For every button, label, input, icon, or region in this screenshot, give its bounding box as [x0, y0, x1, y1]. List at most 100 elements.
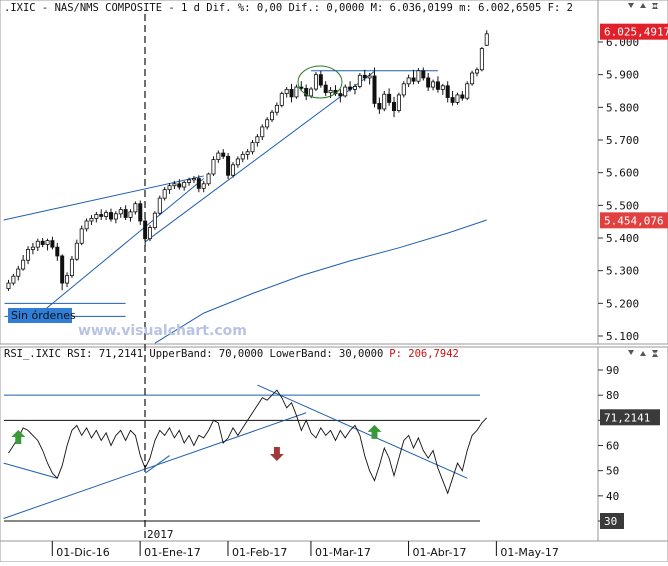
panel-maximize-icon[interactable]: [652, 350, 658, 357]
candle: [338, 89, 343, 103]
candle-body-up: [470, 72, 475, 85]
rsi-header-main: RSI_.IXIC RSI: 71,2141 UpperBand: 70,000…: [4, 348, 383, 360]
candle-body-down: [377, 103, 382, 110]
candle: [382, 91, 387, 112]
moving-average-badge-label: 5.454,076: [604, 214, 664, 227]
panel-maximize-icon[interactable]: [652, 3, 658, 9]
sin-ordenes-badge[interactable]: [8, 308, 72, 323]
rsi-badges: 71,2141 30: [600, 409, 660, 529]
candle-body-up: [357, 74, 362, 87]
candle: [30, 242, 35, 255]
panel-collapse-icon[interactable]: [628, 350, 634, 355]
rsi-tick-label: 50: [606, 465, 619, 478]
candle: [226, 153, 231, 180]
candle-body-up: [89, 217, 94, 222]
candle: [113, 211, 118, 224]
candle-body-up: [216, 152, 221, 160]
candle-body-down: [50, 240, 55, 248]
upper-channel[interactable]: [3, 175, 204, 221]
price-tick-label: 5.500: [606, 199, 639, 212]
candle-body-up: [118, 209, 123, 215]
candle: [157, 195, 162, 216]
moving-average-line: [154, 219, 487, 344]
price-tick-label: 5.800: [606, 101, 639, 114]
candle-body-up: [479, 48, 484, 71]
candle-body-down: [289, 88, 294, 98]
panel-collapse-icon[interactable]: [628, 3, 634, 8]
last-price-badge: [600, 23, 668, 40]
panel-expand-icon[interactable]: [640, 351, 646, 356]
price-panel[interactable]: [0, 0, 599, 345]
candle-body-up: [6, 282, 11, 290]
candle: [138, 200, 143, 225]
candle-body-up: [79, 228, 84, 244]
up-arrow-icon: [11, 429, 26, 444]
candle-body-up: [255, 136, 260, 144]
candle-body-up: [206, 173, 211, 185]
candle-body-up: [382, 93, 387, 110]
rsi-short-mid[interactable]: [144, 455, 170, 474]
candle-body-down: [177, 183, 182, 188]
candle: [479, 46, 484, 72]
candle: [167, 183, 172, 194]
price-axis-panel: [597, 0, 668, 345]
candle: [343, 84, 348, 98]
date-tick-label: 01-May-17: [500, 546, 558, 559]
candle-body-up: [328, 89, 333, 94]
down-arrow-icon: [269, 447, 284, 462]
rsi-panel-controls[interactable]: [628, 350, 658, 357]
candle-body-up: [74, 242, 79, 260]
date-axis-ticks: 01-Dic-16 01-Ene-17 01-Feb-17 01-Mar-17 01-A…: [51, 541, 559, 559]
rsi-tick-label: 60: [606, 440, 619, 453]
candle-body-up: [157, 197, 162, 214]
watermark: www.visualchart.com: [78, 323, 247, 339]
candle: [372, 67, 377, 108]
candle: [99, 209, 104, 221]
candle-body-down: [318, 74, 323, 86]
candle: [74, 239, 79, 261]
candle-body-up: [406, 77, 411, 85]
candle-body-up: [279, 93, 284, 106]
lower-channel[interactable]: [42, 178, 205, 312]
price-panel-controls[interactable]: [628, 3, 658, 9]
candle-body-down: [40, 240, 45, 245]
candle-body-down: [60, 255, 65, 284]
candle-body-up: [162, 189, 167, 199]
candle-body-down: [362, 74, 367, 79]
rsi-short-left[interactable]: [3, 462, 58, 479]
support-line[interactable]: [144, 70, 375, 243]
candle-body-up: [16, 268, 21, 277]
candle: [392, 96, 397, 118]
candle: [284, 87, 289, 98]
top-circle-annotation[interactable]: [297, 65, 343, 99]
candle: [401, 81, 406, 98]
date-tick-label: 01-Abr-17: [413, 546, 467, 559]
price-axis-ticks: 5.100 5.200 5.300 5.400 5.500 5.600 5.700 5.800…: [598, 36, 639, 343]
candle-body-up: [343, 86, 348, 97]
candle: [265, 117, 270, 130]
panel-expand-icon[interactable]: [640, 3, 646, 8]
sin-ordenes-label: Sin órdenes: [11, 309, 76, 322]
candle: [362, 69, 367, 82]
candle-body-up: [235, 158, 240, 166]
moving-average: [154, 219, 487, 344]
candle-body-down: [445, 85, 450, 98]
candle: [40, 238, 45, 248]
candle: [6, 279, 11, 291]
candle: [84, 218, 89, 232]
candle: [182, 180, 187, 191]
rsi-panel[interactable]: [0, 346, 599, 542]
candle: [313, 72, 318, 91]
candle: [255, 134, 260, 147]
candles: [6, 30, 489, 291]
candle: [426, 73, 431, 91]
rsi-resistance[interactable]: [257, 384, 468, 479]
candle-body-up: [172, 183, 177, 187]
candle: [26, 246, 31, 265]
candle: [260, 124, 265, 140]
candle-body-up: [104, 212, 109, 217]
moving-average-badge: [600, 212, 668, 229]
candle: [104, 210, 109, 221]
candle: [416, 68, 421, 84]
